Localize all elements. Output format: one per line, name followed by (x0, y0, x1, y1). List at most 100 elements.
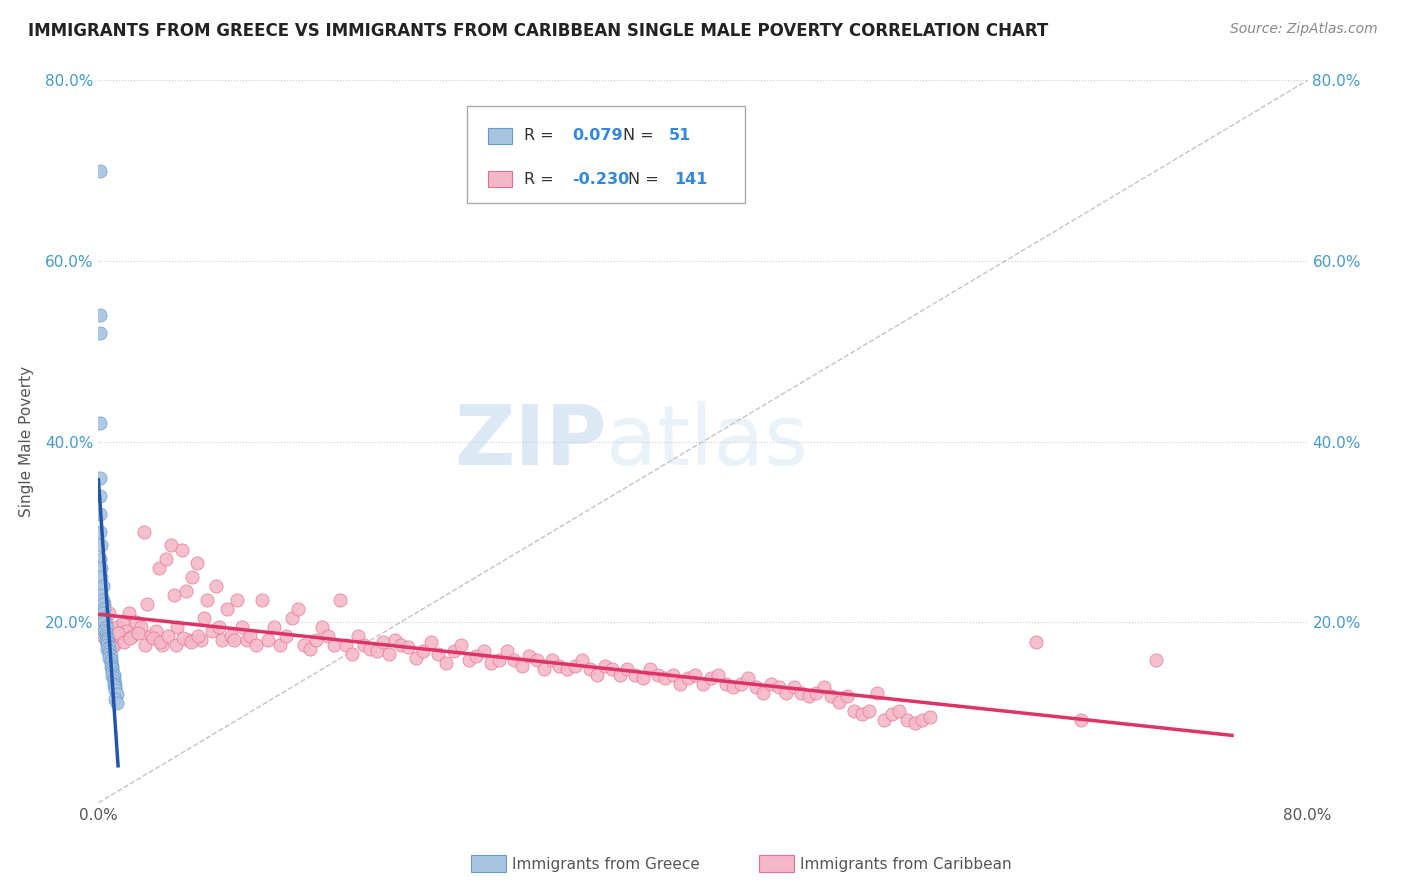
Point (129, 620, 152, 634)
Point (616, 662, 638, 676)
Text: ZIP: ZIP (454, 401, 606, 482)
Point (269, 638, 291, 652)
Point (91, 620, 114, 634)
Point (100, 653, 122, 667)
Point (89, 552, 111, 566)
Point (163, 588, 186, 602)
Point (89, 163, 111, 178)
Point (208, 620, 231, 634)
Point (263, 620, 285, 634)
Point (104, 680, 127, 694)
Point (121, 629, 143, 643)
Point (752, 685, 775, 699)
Point (156, 629, 179, 643)
Point (384, 633, 406, 648)
Point (631, 671, 654, 685)
Point (135, 597, 157, 611)
Point (235, 633, 257, 648)
Point (211, 633, 233, 648)
Point (405, 651, 427, 665)
Point (93, 624, 115, 639)
Point (896, 713, 918, 727)
Point (305, 633, 328, 648)
Point (132, 524, 155, 539)
Point (103, 678, 125, 692)
Point (94, 633, 117, 648)
Point (103, 673, 125, 688)
Point (112, 635, 135, 649)
Point (94, 629, 117, 643)
Point (389, 638, 412, 652)
Point (797, 690, 820, 704)
Point (737, 671, 759, 685)
Point (201, 624, 224, 639)
Point (101, 640, 124, 655)
Point (180, 635, 202, 649)
Point (141, 629, 163, 643)
Point (488, 653, 510, 667)
Point (108, 629, 131, 643)
Point (181, 570, 204, 584)
Point (142, 632, 165, 646)
Point (593, 658, 616, 673)
Point (880, 707, 903, 722)
Point (90, 570, 112, 584)
Point (221, 629, 243, 643)
Point (120, 632, 142, 646)
Point (96, 642, 118, 657)
Y-axis label: Single Male Poverty: Single Male Poverty (18, 366, 34, 517)
Point (555, 662, 578, 676)
Point (256, 633, 278, 648)
Point (187, 629, 209, 643)
FancyBboxPatch shape (467, 105, 745, 203)
Point (98, 647, 121, 661)
Point (540, 653, 562, 667)
Point (149, 635, 172, 649)
Point (434, 656, 457, 670)
Point (578, 662, 600, 676)
Point (96, 635, 118, 649)
Point (685, 667, 707, 681)
Point (335, 638, 357, 652)
Point (134, 638, 156, 652)
Point (93, 615, 115, 630)
Point (105, 687, 128, 701)
Point (90, 561, 112, 575)
Point (828, 695, 851, 709)
Point (533, 662, 555, 676)
Point (602, 662, 624, 676)
Point (105, 620, 128, 634)
Point (676, 671, 699, 685)
Point (94, 615, 117, 630)
Point (495, 644, 517, 658)
Point (571, 653, 593, 667)
Point (360, 642, 382, 657)
Point (96, 635, 118, 649)
Point (377, 647, 399, 661)
Point (127, 626, 149, 640)
Point (371, 635, 394, 649)
Point (100, 648, 122, 663)
Point (342, 647, 364, 661)
Point (101, 658, 124, 673)
Point (844, 704, 866, 718)
Point (918, 710, 941, 724)
Point (91, 579, 114, 593)
Point (692, 676, 714, 690)
Point (281, 610, 304, 624)
Point (179, 633, 201, 648)
Point (94, 626, 117, 640)
Point (215, 601, 238, 615)
Point (165, 638, 187, 652)
Point (820, 690, 842, 704)
Point (90, 538, 112, 552)
Point (160, 538, 183, 552)
Point (329, 592, 352, 607)
Point (503, 653, 526, 667)
Point (239, 629, 262, 643)
Point (231, 620, 253, 634)
Point (89, 524, 111, 539)
Point (91, 629, 114, 643)
Point (353, 638, 375, 652)
Point (465, 649, 488, 664)
